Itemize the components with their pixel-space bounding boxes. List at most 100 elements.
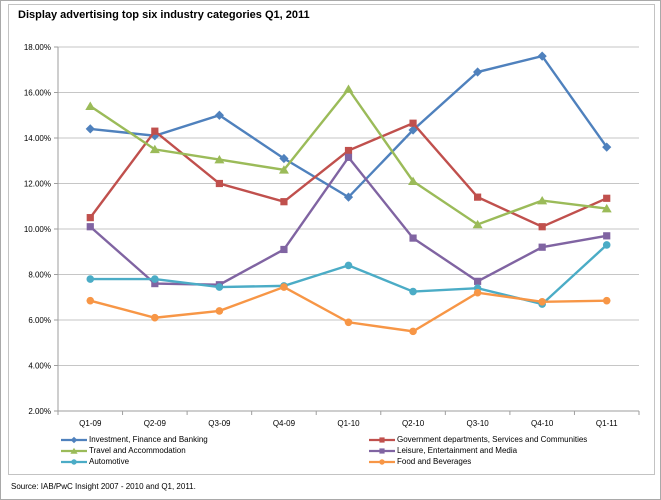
data-point-marker bbox=[344, 146, 353, 155]
legend-item-label: Government departments, Services and Com… bbox=[397, 435, 588, 444]
data-point-marker bbox=[474, 277, 482, 285]
legend-item-label: Automotive bbox=[89, 457, 130, 466]
legend-item-label: Food and Beverages bbox=[397, 457, 472, 466]
data-point-marker bbox=[151, 127, 159, 135]
legend-marker-icon bbox=[369, 458, 395, 465]
data-point-marker bbox=[538, 298, 546, 306]
data-point-marker bbox=[71, 458, 77, 465]
data-point-marker bbox=[70, 436, 78, 443]
data-point-marker bbox=[85, 101, 96, 110]
data-point-marker bbox=[538, 243, 546, 251]
y-tick-label: 16.00% bbox=[24, 89, 51, 98]
data-point-marker bbox=[472, 219, 483, 229]
data-point-marker bbox=[343, 192, 354, 202]
x-tick-label: Q1-09 bbox=[79, 419, 102, 428]
data-point-marker bbox=[86, 214, 94, 222]
chart-title: Display advertising top six industry cat… bbox=[18, 9, 310, 21]
data-point-marker bbox=[379, 458, 385, 465]
gridlines bbox=[58, 46, 639, 366]
data-point-marker bbox=[280, 198, 288, 206]
source-note: Source: IAB/PwC Insight 2007 - 2010 and … bbox=[11, 482, 196, 491]
y-tick-label: 8.00% bbox=[28, 271, 51, 280]
data-point-marker bbox=[408, 125, 418, 135]
legend-marker-icon bbox=[61, 458, 87, 465]
legend-item: Investment, Finance and Banking bbox=[61, 434, 208, 445]
plot-area: 2.00% 4.00% 6.00% 8.00% 10.00% 12.00% 14.00% 16… bbox=[24, 43, 640, 428]
legend-item: Leisure, Entertainment and Media bbox=[369, 445, 587, 456]
data-point-marker bbox=[344, 261, 353, 270]
series-government-departments-services-and-communities bbox=[86, 119, 611, 231]
data-point-marker bbox=[473, 288, 482, 297]
data-point-marker bbox=[86, 296, 95, 305]
data-point-marker bbox=[603, 232, 611, 240]
series-line bbox=[89, 121, 608, 229]
data-point-marker bbox=[151, 313, 159, 322]
data-point-marker bbox=[409, 234, 417, 242]
data-point-marker bbox=[379, 447, 385, 454]
data-point-marker bbox=[602, 296, 611, 305]
x-tick-label: Q1-11 bbox=[596, 419, 618, 428]
y-tick-label: 10.00% bbox=[24, 225, 51, 234]
data-point-marker bbox=[149, 144, 160, 154]
data-point-marker bbox=[473, 67, 483, 77]
x-tick-label: Q3-10 bbox=[466, 419, 489, 428]
legend-item: Government departments, Services and Com… bbox=[369, 434, 587, 445]
data-point-marker bbox=[70, 447, 78, 454]
legend-item-label: Leisure, Entertainment and Media bbox=[397, 446, 518, 455]
axes bbox=[54, 46, 640, 415]
data-point-marker bbox=[280, 245, 288, 254]
legend-marker-icon bbox=[61, 447, 87, 454]
data-point-marker bbox=[86, 223, 94, 231]
data-point-marker bbox=[151, 275, 159, 283]
data-point-marker bbox=[344, 153, 353, 161]
x-tick-label: Q4-10 bbox=[531, 419, 554, 428]
data-point-marker bbox=[602, 142, 612, 152]
legend-item: Food and Beverages bbox=[369, 456, 587, 467]
legend-marker-icon bbox=[369, 436, 395, 443]
data-point-marker bbox=[215, 179, 223, 188]
legend-item: Automotive bbox=[61, 456, 208, 467]
data-point-marker bbox=[343, 84, 354, 93]
data-point-marker bbox=[151, 280, 159, 288]
data-point-marker bbox=[409, 287, 417, 296]
data-point-marker bbox=[379, 436, 385, 443]
series-investment-finance-and-banking bbox=[85, 51, 612, 202]
x-tick-label: Q2-09 bbox=[144, 419, 167, 428]
series-leisure-entertainment-and-media bbox=[86, 153, 611, 289]
y-tick-label: 12.00% bbox=[24, 180, 51, 189]
series-travel-and-accommodation bbox=[85, 84, 612, 229]
data-point-marker bbox=[85, 124, 95, 134]
y-tick-label: 18.00% bbox=[24, 43, 51, 52]
legend-item: Travel and Accommodation bbox=[61, 445, 208, 456]
y-axis-labels: 2.00% 4.00% 6.00% 8.00% 10.00% 12.00% 14.00% 16… bbox=[24, 43, 51, 416]
y-tick-label: 6.00% bbox=[28, 316, 51, 325]
data-point-marker bbox=[86, 275, 95, 283]
data-point-marker bbox=[409, 327, 417, 336]
legend-item-label: Investment, Finance and Banking bbox=[89, 435, 208, 444]
legend-marker-icon bbox=[369, 447, 395, 454]
data-point-marker bbox=[408, 176, 419, 186]
data-point-marker bbox=[215, 283, 224, 291]
data-point-marker bbox=[215, 307, 224, 315]
x-tick-label: Q3-09 bbox=[208, 419, 231, 428]
chart-frame bbox=[8, 4, 655, 475]
data-point-marker bbox=[280, 283, 288, 291]
data-point-marker bbox=[538, 223, 546, 231]
data-point-marker bbox=[409, 119, 417, 127]
x-tick-label: Q2-10 bbox=[402, 419, 425, 428]
legend-column-left: Investment, Finance and Banking Travel an… bbox=[61, 434, 208, 467]
data-point-marker bbox=[278, 165, 289, 174]
legend-column-right: Government departments, Services and Com… bbox=[369, 434, 587, 467]
x-tick-label: Q4-09 bbox=[273, 419, 296, 428]
y-tick-label: 4.00% bbox=[28, 362, 51, 371]
data-point-marker bbox=[537, 195, 548, 205]
data-point-marker bbox=[601, 203, 612, 213]
data-point-marker bbox=[603, 194, 611, 202]
legend-marker-icon bbox=[61, 436, 87, 443]
y-tick-label: 2.00% bbox=[28, 407, 51, 416]
data-point-marker bbox=[344, 318, 353, 327]
data-point-marker bbox=[474, 193, 482, 201]
legend-item-label: Travel and Accommodation bbox=[89, 446, 186, 455]
series-food-and-beverages bbox=[86, 283, 611, 336]
y-tick-label: 14.00% bbox=[24, 134, 51, 143]
